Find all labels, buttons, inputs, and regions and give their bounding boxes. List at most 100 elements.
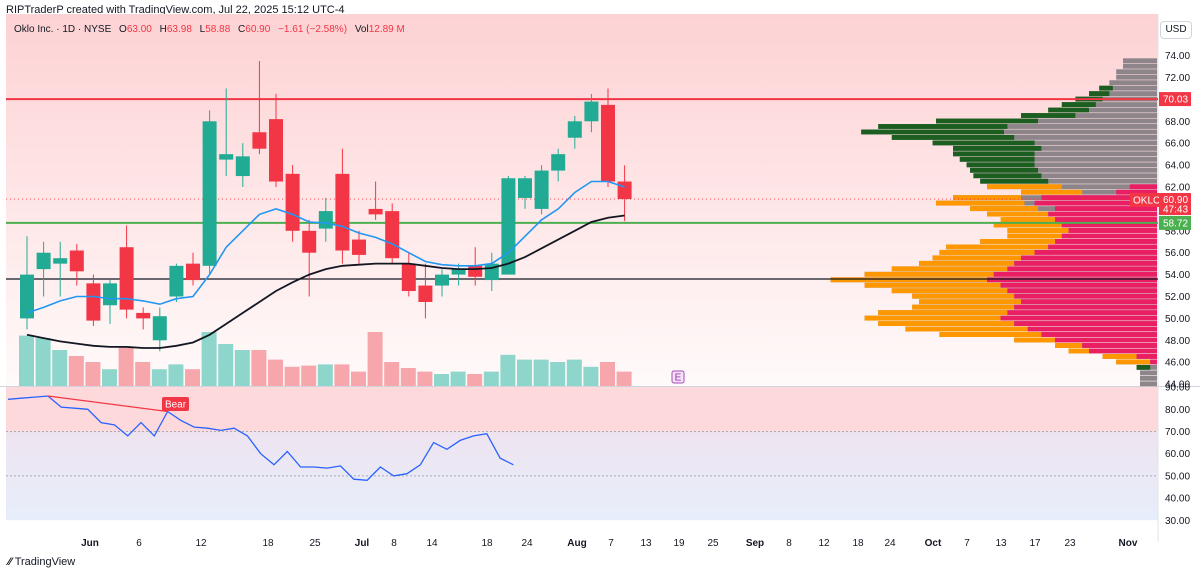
candle	[169, 263, 184, 302]
candle-body	[601, 104, 615, 182]
date-tick-label: 7	[608, 538, 614, 549]
currency-button[interactable]: USD	[1160, 21, 1192, 39]
candle-body	[136, 312, 151, 319]
price-tick-label: 56.00	[1165, 248, 1190, 259]
profile-down-bar	[1055, 217, 1157, 222]
bear-divergence-line	[47, 395, 168, 413]
candle	[186, 252, 200, 286]
date-tick-label: 18	[262, 538, 274, 549]
profile-up-bar	[1007, 228, 1069, 233]
volume-bar	[533, 359, 549, 386]
volume-bar	[52, 350, 68, 386]
profile-down-bar	[1034, 200, 1157, 206]
profile-up-bar	[936, 200, 1025, 206]
profile-down-bar	[993, 271, 1157, 277]
volume-bar	[168, 364, 184, 386]
volume-bar	[251, 350, 267, 386]
profile-down-bar	[1007, 266, 1157, 272]
volume-bar	[600, 362, 615, 386]
profile-up-bar	[864, 271, 994, 277]
rsi-line	[7, 395, 514, 481]
profile-up-bar	[1102, 353, 1137, 359]
profile-down-bar	[1027, 326, 1157, 332]
profile-down-bar	[1055, 239, 1157, 244]
profile-up-bar	[878, 321, 1015, 327]
symbol-name: Oklo Inc. · 1D · NYSE	[14, 24, 112, 35]
profile-up-bar	[966, 162, 1035, 168]
date-tick-label: 17	[1029, 538, 1041, 549]
volume-bar	[450, 371, 466, 386]
candle-body	[501, 178, 516, 275]
date-tick-label: 23	[1064, 538, 1076, 549]
profile-down-bar	[1116, 189, 1157, 195]
volume-bar	[500, 354, 516, 386]
candle	[435, 269, 449, 297]
support-price-tag	[1159, 215, 1191, 230]
candle	[385, 203, 400, 264]
candle	[103, 280, 117, 324]
volume-bar	[35, 338, 51, 386]
close-label: C	[238, 24, 246, 35]
symbol-tag-text: OKLO	[1133, 196, 1161, 207]
price-tick-label: 50.00	[1165, 314, 1190, 325]
profile-total-bar	[1123, 58, 1157, 64]
candle-body	[20, 274, 34, 319]
profile-down-bar	[1000, 315, 1157, 321]
candle-body	[302, 230, 317, 253]
price-tick-label: 46.00	[1165, 358, 1190, 369]
profile-up-bar	[993, 222, 1062, 228]
tradingview-logo[interactable]: ⁄⁄ TradingView	[8, 556, 75, 568]
date-tick-label: Jun	[81, 538, 99, 549]
profile-up-bar	[905, 326, 1028, 332]
date-tick-label: 12	[818, 538, 830, 549]
profile-up-bar	[946, 244, 1049, 250]
candle	[202, 110, 217, 275]
candle	[551, 148, 566, 182]
profile-total-bar	[980, 178, 1157, 184]
date-tick-label: Sep	[746, 538, 764, 549]
profile-total-bar	[1140, 375, 1157, 381]
volume-bar	[68, 356, 84, 386]
rsi-tick-label: 90.00	[1165, 383, 1190, 394]
volume-bar	[234, 350, 250, 386]
rsi-overbought-zone	[6, 387, 1158, 432]
price-tick-label: 48.00	[1165, 336, 1190, 347]
rsi-oversold-zone	[6, 520, 1158, 530]
candle	[36, 241, 51, 297]
profile-down-bar	[1041, 195, 1157, 201]
volume-bar	[334, 364, 350, 386]
profile-down-bar	[1129, 184, 1157, 190]
profile-up-bar	[878, 310, 1008, 316]
candle-body	[69, 250, 84, 272]
date-tick-label: 25	[707, 538, 719, 549]
profile-down-bar	[1021, 255, 1157, 261]
date-tick-label: 19	[673, 538, 685, 549]
price-tick-label: 74.00	[1165, 51, 1190, 62]
profile-down-bar	[1061, 222, 1157, 228]
candle-body	[53, 258, 68, 264]
profile-total-bar	[878, 124, 1157, 129]
candle	[451, 263, 466, 286]
profile-total-bar	[1061, 102, 1157, 108]
candle-body	[551, 154, 566, 171]
volume-bar	[566, 359, 582, 386]
candle	[501, 176, 516, 275]
rsi-tick-label: 30.00	[1165, 516, 1190, 527]
profile-up-bar	[1048, 107, 1089, 113]
volume-profile	[830, 58, 1157, 387]
volume-bar	[102, 369, 117, 386]
candle-body	[186, 263, 200, 281]
profile-up-bar	[932, 140, 1035, 146]
candle-body	[418, 285, 433, 302]
volume-bar	[367, 332, 383, 386]
profile-total-bar	[966, 162, 1157, 168]
date-tick-label: 8	[391, 538, 397, 549]
candle-body	[518, 178, 532, 198]
candle-body	[368, 208, 383, 215]
rsi-tick-label: 70.00	[1165, 427, 1190, 438]
profile-total-bar	[1116, 69, 1157, 75]
candle	[285, 165, 300, 242]
volume-bar	[135, 362, 151, 386]
resistance-price-text: 70.03	[1163, 95, 1188, 106]
